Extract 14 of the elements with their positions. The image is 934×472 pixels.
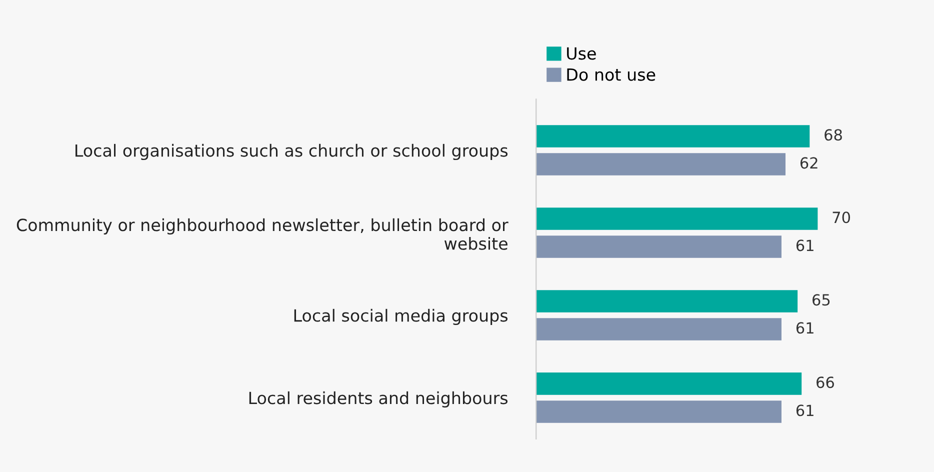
data-label: 68 bbox=[824, 129, 842, 141]
legend-label: Do not use bbox=[567, 68, 656, 81]
data-label: 66 bbox=[816, 376, 834, 388]
y-tick-label: Local residents and neighbours bbox=[249, 391, 508, 408]
data-label: 62 bbox=[800, 157, 818, 169]
data-label: 61 bbox=[796, 404, 814, 416]
data-label: 65 bbox=[812, 294, 830, 306]
legend-label: Use bbox=[567, 47, 596, 60]
data-label: 61 bbox=[796, 240, 814, 252]
y-tick-label: Local organisations such as church or school groups bbox=[76, 144, 508, 160]
y-tick-label: Community or neighbourhood newsletter, bulletin board or website bbox=[16, 218, 508, 250]
y-tick-label: Local social media groups bbox=[294, 308, 508, 326]
data-label: 70 bbox=[832, 212, 850, 224]
data-label: 61 bbox=[796, 322, 814, 334]
